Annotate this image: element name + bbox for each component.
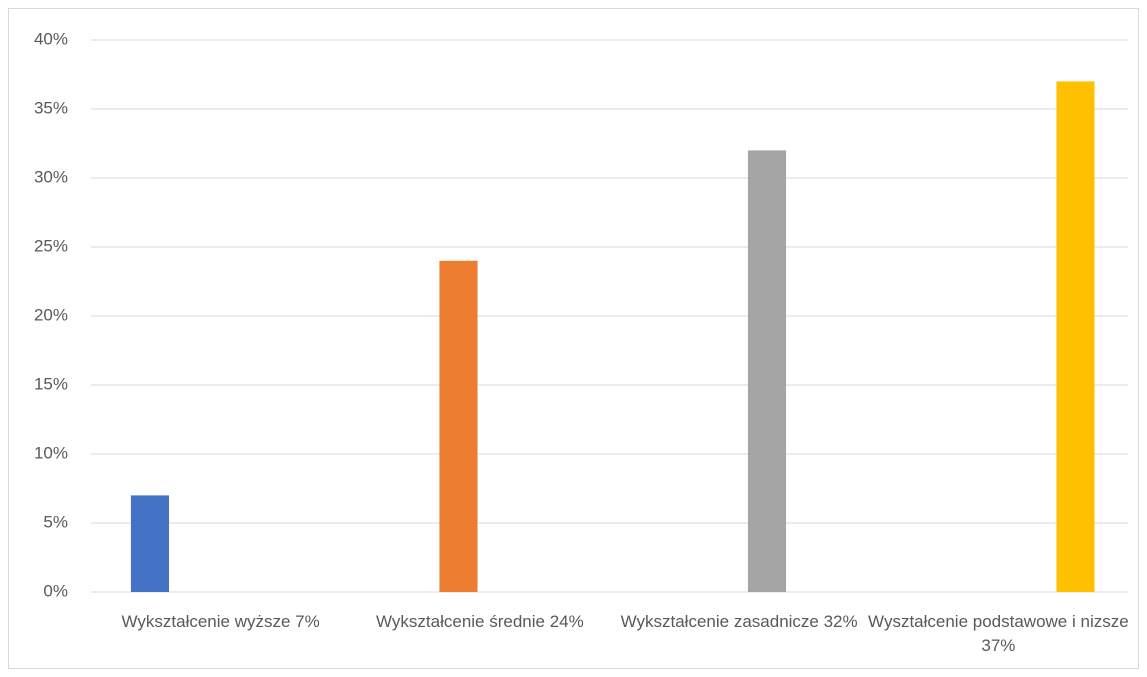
- bar: [1056, 81, 1095, 593]
- y-tick-label: 20%: [34, 305, 68, 324]
- y-tick-label: 10%: [34, 443, 68, 462]
- y-tick-label: 30%: [34, 167, 68, 186]
- y-tick-label: 40%: [34, 29, 68, 48]
- bar: [130, 495, 170, 592]
- chart-border: [8, 8, 1139, 669]
- y-tick-label: 35%: [34, 98, 68, 117]
- x-tick-label: Wykształcenie wyższe 7%: [121, 612, 320, 631]
- x-tick-label: Wyształcenie podstawowe i nizsze 37%: [868, 612, 1129, 655]
- x-tick-label: Wykształcenie zasadnicze 32%: [620, 612, 858, 631]
- y-tick-label: 5%: [43, 512, 68, 531]
- bar: [747, 150, 787, 592]
- y-tick-label: 25%: [34, 236, 68, 255]
- x-tick-label: Wykształcenie średnie 24%: [376, 612, 584, 631]
- y-tick-label: 0%: [43, 581, 68, 600]
- bar: [439, 260, 478, 592]
- y-tick-label: 15%: [34, 374, 68, 393]
